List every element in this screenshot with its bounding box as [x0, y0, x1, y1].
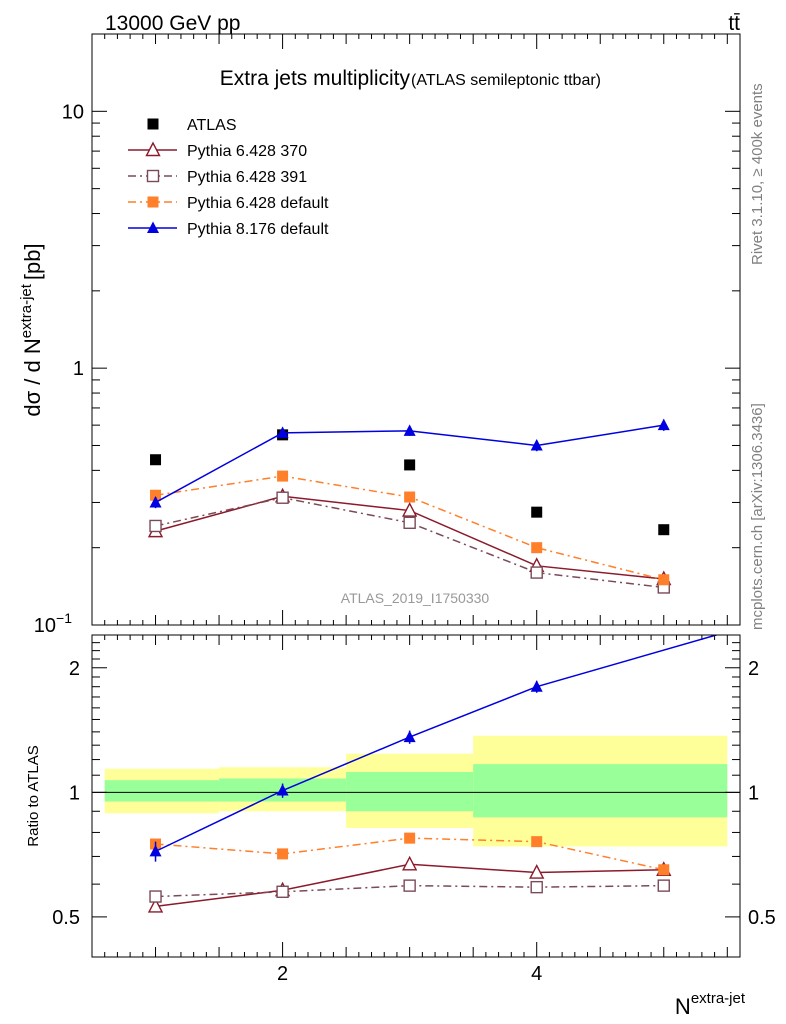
main-y-tick-label: 10	[62, 101, 84, 123]
main-y-tick-label: 1	[73, 358, 84, 380]
main-y-label-sup: extra-jet	[18, 283, 35, 338]
main-point-pythia-8-176-default	[276, 426, 289, 438]
ratio-y-tick-label-left: 2	[69, 658, 80, 680]
ratio-y-tick-label-right: 0.5	[748, 907, 776, 929]
main-point-atlas	[404, 459, 416, 471]
ratio-point-pythia-6-428-default	[658, 864, 670, 876]
analysis-watermark: ATLAS_2019_I1750330	[341, 590, 490, 606]
main-frame	[91, 33, 741, 626]
main-point-pythia-8-176-default	[403, 424, 416, 436]
ratio-series-pythia-8-176-default	[149, 611, 784, 862]
main-point-pythia-6-428-default	[658, 574, 670, 586]
process-label: tt̄	[728, 12, 740, 35]
ratio-point-pythia-6-428-default	[531, 836, 543, 848]
main-point-pythia-6-428-default	[531, 542, 543, 554]
ratio-point-pythia-6-428-default	[404, 832, 416, 844]
main-point-pythia-6-428-default	[150, 489, 162, 501]
x-tick-label: 4	[531, 963, 542, 985]
legend-label: Pythia 8.176 default	[187, 221, 329, 238]
ratio-band-green	[346, 771, 474, 812]
legend-label: Pythia 6.428 391	[187, 169, 307, 186]
main-point-pythia-8-176-default	[530, 438, 543, 451]
ratio-point-pythia-6-428-391	[657, 879, 670, 892]
ratio-y-axis-label: Ratio to ATLAS	[25, 745, 42, 846]
legend-marker	[146, 169, 160, 183]
legend-label: Pythia 6.428 370	[187, 143, 307, 160]
ratio-y-tick-label-right: 2	[748, 658, 759, 680]
ratio-point-pythia-6-428-370	[147, 897, 164, 913]
ratio-frame	[91, 634, 741, 958]
ratio-y-tick-labels: 2 2 1 1 0.5 0.5	[52, 658, 776, 929]
main-point-pythia-6-428-391	[276, 491, 289, 504]
ratio-point-pythia-8-176-default	[276, 784, 289, 796]
legend-marker	[147, 221, 159, 233]
legend-label: ATLAS	[187, 117, 237, 134]
main-subtitle: (ATLAS semileptonic ttbar)	[411, 72, 601, 89]
ratio-point-pythia-6-428-391	[530, 880, 543, 894]
main-title: Extra jets multiplicity	[220, 67, 411, 90]
main-point-atlas	[150, 454, 162, 466]
rivet-version-label: Rivet 3.1.10, ≥ 400k events	[749, 83, 766, 265]
mcplots-reference-label: mcplots.cern.ch [arXiv:1306.3436]	[749, 403, 766, 630]
main-point-atlas	[658, 524, 670, 536]
ratio-point-pythia-6-428-default	[277, 848, 289, 860]
main-axis-ticks	[91, 33, 741, 626]
legend-marker	[147, 196, 159, 208]
legend-item-pythia-6-428-391: Pythia 6.428 391	[128, 169, 307, 186]
ratio-band-green	[473, 764, 728, 818]
legend-label: Pythia 6.428 default	[187, 195, 329, 212]
ratio-point-pythia-6-428-391	[403, 879, 416, 892]
ratio-point-pythia-6-428-370	[401, 855, 418, 871]
ratio-y-tick-label-left: 1	[69, 782, 80, 804]
ratio-uncertainty-bands	[104, 735, 728, 847]
legend-item-pythia-6-428-370: Pythia 6.428 370	[128, 141, 307, 160]
legend: ATLAS Pythia 6.428 370 Pythia 6.428 391 Pyt…	[128, 117, 329, 238]
main-y-label-unit: [pb]	[20, 243, 45, 280]
main-point-atlas	[531, 506, 543, 518]
legend-marker	[145, 141, 161, 157]
ratio-point-pythia-8-176-default	[530, 680, 543, 692]
ratio-point-pythia-8-176-default	[772, 611, 784, 623]
main-y-tick-labels: 10 1 10−1	[34, 101, 84, 637]
ratio-y-tick-label-right: 1	[748, 782, 759, 804]
main-series-pythia-6-428-370	[147, 487, 672, 586]
main-point-pythia-6-428-391	[403, 516, 416, 529]
legend-item-pythia-6-428-default: Pythia 6.428 default	[128, 195, 329, 212]
legend-item-pythia-8-176-default: Pythia 8.176 default	[128, 221, 329, 238]
x-tick-label: 2	[277, 963, 288, 985]
main-y-label-main: dσ / d N	[20, 338, 45, 416]
main-series-pythia-6-428-391	[149, 491, 670, 594]
main-plot-area	[147, 418, 672, 594]
x-label-sup: extra-jet	[691, 990, 746, 1007]
main-point-pythia-8-176-default	[657, 418, 670, 431]
ratio-point-pythia-6-428-370	[529, 864, 545, 879]
ratio-point-pythia-8-176-default	[403, 730, 416, 743]
energy-label: 13000 GeV pp	[105, 12, 240, 35]
main-point-pythia-6-428-370	[401, 502, 418, 517]
main-series-pythia-8-176-default	[149, 418, 670, 509]
ratio-series-pythia-6-428-391	[149, 879, 670, 903]
ratio-point-pythia-8-176-default	[149, 844, 162, 857]
main-point-pythia-6-428-default	[404, 491, 416, 503]
legend-marker	[147, 118, 159, 130]
main-y-axis-label: dσ / d Nextra-jet [pb]	[18, 243, 45, 416]
main-panel: Extra jets multiplicity (ATLAS semilepto…	[18, 33, 741, 637]
main-point-pythia-6-428-default	[277, 470, 289, 482]
main-point-pythia-6-428-391	[530, 566, 543, 579]
ratio-y-tick-label-left: 0.5	[52, 907, 80, 929]
ratio-point-pythia-6-428-391	[149, 890, 162, 903]
main-point-pythia-8-176-default	[149, 495, 162, 508]
x-axis-label: Nextra-jet	[675, 990, 746, 1019]
main-y-tick-label: 10−1	[34, 610, 72, 637]
ratio-point-pythia-6-428-391	[276, 885, 289, 898]
legend-item-atlas: ATLAS	[147, 117, 237, 134]
ratio-band-green	[104, 780, 220, 802]
main-point-pythia-6-428-391	[149, 519, 162, 533]
x-label-main: N	[675, 994, 691, 1019]
ratio-plot-area	[147, 611, 784, 913]
main-series-pythia-6-428-default	[150, 470, 670, 586]
